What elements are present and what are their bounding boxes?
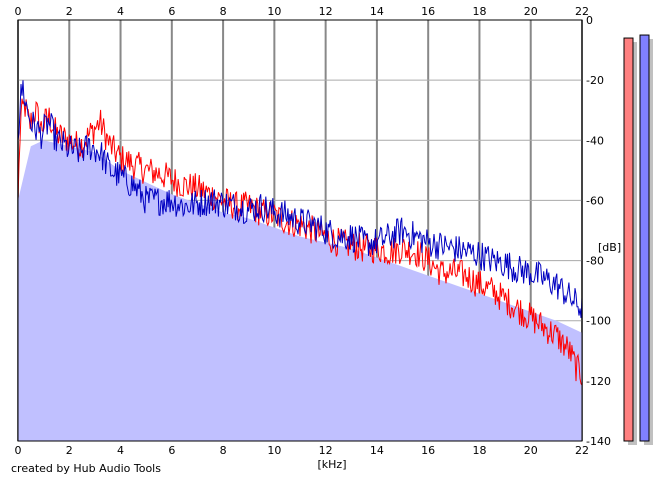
x-tick-label-bottom: 2: [66, 444, 73, 457]
x-tick-label-top: 12: [319, 5, 333, 18]
x-tick-label-bottom: 4: [117, 444, 124, 457]
y-tick-labels: 0 -20 -40 -60 -80 -100 -120 -140: [586, 14, 611, 448]
spectrum-lines: [17, 80, 583, 386]
y-tick-label: -60: [586, 194, 604, 207]
x-tick-label-bottom: 14: [370, 444, 384, 457]
x-tick-label-top: 8: [220, 5, 227, 18]
x-tick-label-top: 20: [524, 5, 538, 18]
x-tick-label-top: 14: [370, 5, 384, 18]
x-tick-label-top: 16: [421, 5, 435, 18]
spectrum-series-line-2: [17, 80, 583, 318]
x-tick-label-bottom: 18: [472, 444, 486, 457]
x-tick-label-bottom: 22: [575, 444, 589, 457]
x-tick-labels-top: 0 2 4 6 8 10 12 14 16 18 20 22: [15, 5, 590, 18]
y-tick-label: 0: [586, 14, 593, 27]
x-tick-label-bottom: 12: [319, 444, 333, 457]
x-tick-label-top: 0: [15, 5, 22, 18]
level-meters: [623, 34, 653, 446]
x-tick-label-bottom: 20: [524, 444, 538, 457]
x-tick-label-top: 2: [66, 5, 73, 18]
x-tick-label-top: 10: [267, 5, 281, 18]
spectrum-series-line-1: [17, 98, 583, 386]
y-axis-label: [dB]: [598, 241, 621, 254]
x-tick-label-top: 18: [472, 5, 486, 18]
y-tick-label: -100: [586, 315, 611, 328]
x-tick-label-top: 6: [168, 5, 175, 18]
level-meter-bar: [623, 37, 634, 442]
x-tick-label-top: 22: [575, 5, 589, 18]
x-axis-label: [kHz]: [318, 458, 347, 471]
x-tick-label-bottom: 10: [267, 444, 281, 457]
x-tick-labels-bottom: 0 2 4 6 8 10 12 14 16 18 20 22: [15, 444, 590, 457]
y-tick-label: -20: [586, 74, 604, 87]
x-tick-label-bottom: 8: [220, 444, 227, 457]
x-tick-label-bottom: 0: [15, 444, 22, 457]
y-tick-label: -120: [586, 375, 611, 388]
x-tick-label-bottom: 6: [168, 444, 175, 457]
y-tick-label: -80: [586, 255, 604, 268]
level-meter-bar: [639, 34, 650, 442]
credit-text: created by Hub Audio Tools: [11, 462, 161, 475]
plot-frame: [17, 19, 583, 442]
y-tick-label: -140: [586, 435, 611, 448]
x-tick-label-bottom: 16: [421, 444, 435, 457]
y-tick-label: -40: [586, 134, 604, 147]
x-tick-label-top: 4: [117, 5, 124, 18]
